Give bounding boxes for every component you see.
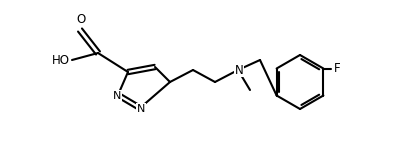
Text: O: O xyxy=(76,13,86,26)
Text: N: N xyxy=(137,104,145,114)
Text: N: N xyxy=(235,63,243,76)
Text: N: N xyxy=(113,91,121,101)
Text: F: F xyxy=(333,62,340,75)
Text: HO: HO xyxy=(52,53,70,66)
